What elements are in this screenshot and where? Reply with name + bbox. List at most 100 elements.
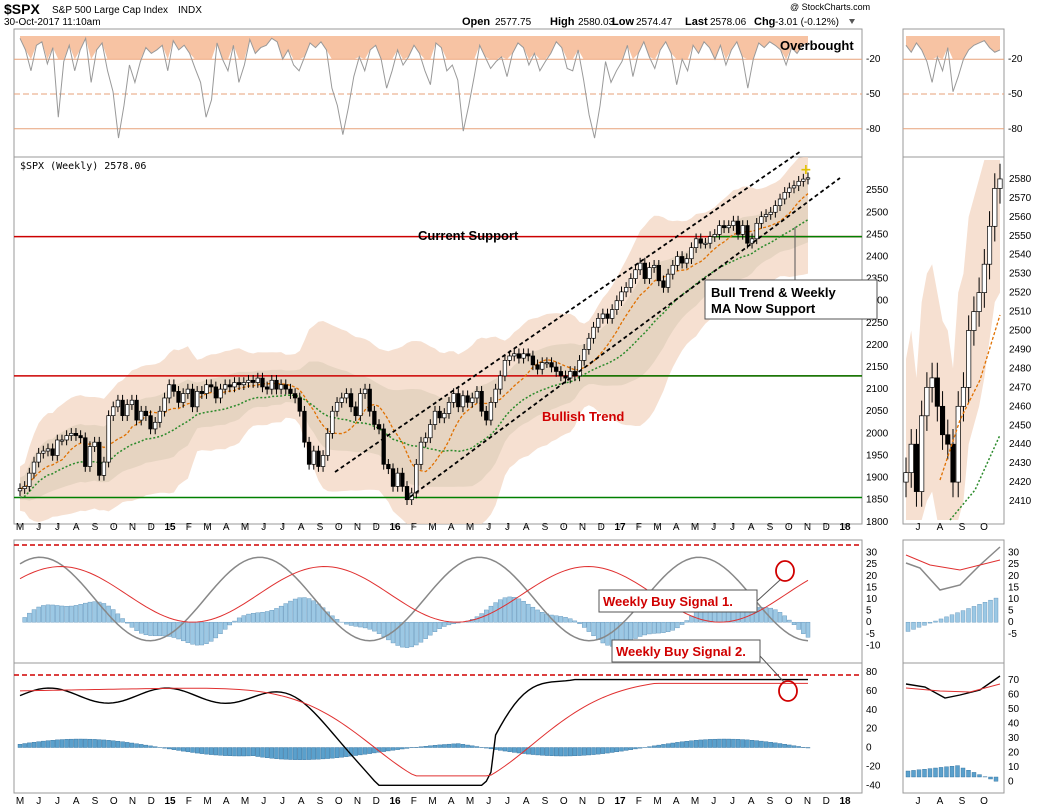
buy-signal-1-box [598, 589, 758, 613]
macd-histogram-bar [311, 747, 316, 760]
candle-body [712, 234, 717, 237]
macd-histogram-bar [754, 740, 759, 748]
mini-macd-y-tick: 60 [1008, 690, 1020, 701]
candle-body [661, 280, 666, 288]
overbought-label: Overbought [780, 38, 854, 53]
mini-macd-histogram-bar [988, 776, 993, 780]
macd-histogram-bar [726, 738, 731, 748]
stoch-histogram-bar [50, 604, 55, 623]
trend-channel-upper [334, 150, 802, 473]
candle-body [745, 225, 750, 244]
mini-rsi-y-tick: -50 [1008, 89, 1023, 100]
candle-body [637, 262, 643, 271]
macd-histogram-bar [283, 747, 288, 760]
stoch-histogram-bar [670, 621, 675, 631]
macd-histogram-bar [325, 747, 330, 759]
candle-body [59, 439, 65, 442]
macd-histogram-bar [614, 747, 620, 753]
stoch-histogram-bar [414, 621, 419, 646]
indicator-series: -10-5051015202530-5051015202530-40-20020… [14, 544, 1020, 791]
stoch-histogram-bar [45, 604, 51, 623]
candle-body [782, 192, 787, 200]
x-axis-label: A [73, 796, 80, 807]
macd-histogram-bar [768, 742, 773, 748]
candle-body [689, 247, 694, 260]
macd-histogram-bar [731, 738, 736, 748]
stoch-histogram-bar [208, 621, 214, 642]
stoch-y-tick: -5 [866, 629, 875, 640]
axis-ticks: 1800185019001950200020502100215022002250… [16, 174, 1032, 807]
low-label: Low [612, 16, 634, 28]
macd-histogram-bar [456, 743, 461, 748]
stoch-histogram-bar [264, 611, 270, 623]
price-y-tick: 2550 [866, 185, 889, 196]
macd-histogram-bar [400, 747, 405, 750]
macd-y-tick: 40 [866, 705, 878, 716]
candle-body [651, 264, 657, 268]
rsi-y-tick: -80 [866, 124, 881, 135]
candle-body [362, 388, 368, 394]
chevron-down-icon[interactable] [849, 19, 855, 24]
stoch-histogram-bar [97, 601, 102, 623]
macd-histogram-bar [250, 747, 256, 756]
macd-y-tick: 60 [866, 686, 878, 697]
macd-histogram-bar [684, 741, 689, 748]
stoch-histogram-bar [446, 621, 452, 626]
candle-body [199, 390, 204, 394]
x-axis-label: M [428, 796, 436, 807]
macd-histogram-bar [204, 747, 209, 755]
stoch-histogram-bar [577, 621, 582, 625]
mini-candle-body [950, 443, 956, 483]
macd-histogram-bar [190, 747, 195, 753]
stoch-y-tick: 25 [866, 559, 878, 570]
candle-body [526, 353, 531, 357]
macd-histogram-bar [540, 747, 545, 756]
rsi-overbought-fill [20, 36, 808, 60]
candle-body [320, 455, 326, 467]
macd-histogram-bar [41, 740, 46, 748]
candle-body [45, 448, 51, 452]
candle-body [740, 225, 745, 235]
candle-body [36, 452, 41, 463]
stoch-histogram-bar [148, 621, 153, 636]
candle-body [171, 384, 177, 392]
stoch-histogram-bar [31, 609, 37, 623]
candle-body [498, 375, 503, 390]
watermark: @ StockCharts.com [790, 2, 870, 12]
macd-histogram-bar [581, 747, 587, 756]
mini-x-axis-label: S [959, 796, 966, 807]
macd-histogram-bar [101, 739, 107, 748]
stoch-histogram-bar [316, 603, 321, 623]
ticker-symbol: $SPX [4, 1, 40, 17]
stoch-histogram-bar [190, 621, 195, 645]
stoch-histogram-bar [581, 621, 587, 628]
macd-histogram-bar [782, 744, 787, 748]
candle-body [404, 486, 410, 501]
macd-histogram-bar [512, 747, 517, 753]
mini-price-y-tick: 2460 [1009, 401, 1032, 412]
mini-stoch-histogram-bar [971, 606, 977, 623]
macd-histogram-bar [558, 747, 564, 757]
candle-body [278, 384, 284, 390]
candle-body [535, 364, 540, 370]
candle-body [22, 486, 27, 489]
mini-macd-signal [905, 683, 1001, 693]
mini-price-y-tick: 2570 [1009, 193, 1032, 204]
stoch-histogram-bar [498, 599, 503, 623]
macd-histogram-bar [647, 746, 652, 748]
macd-histogram-bar [69, 738, 74, 748]
candle-body [55, 439, 60, 456]
macd-histogram-bar [185, 747, 191, 753]
candle-body [143, 410, 149, 417]
macd-histogram-bar [577, 747, 582, 756]
stoch-histogram-bar [558, 616, 564, 623]
mini-candle-body [934, 377, 940, 407]
macd-histogram-bar [675, 742, 680, 748]
stoch-histogram-bar [111, 609, 116, 623]
stoch-histogram-bar [507, 596, 512, 623]
macd-histogram-bar [27, 742, 32, 748]
candle-body [325, 433, 330, 456]
macd-histogram-bar [679, 741, 685, 748]
candle-body [507, 355, 512, 361]
mini-stoch-y-tick: -5 [1008, 629, 1017, 640]
